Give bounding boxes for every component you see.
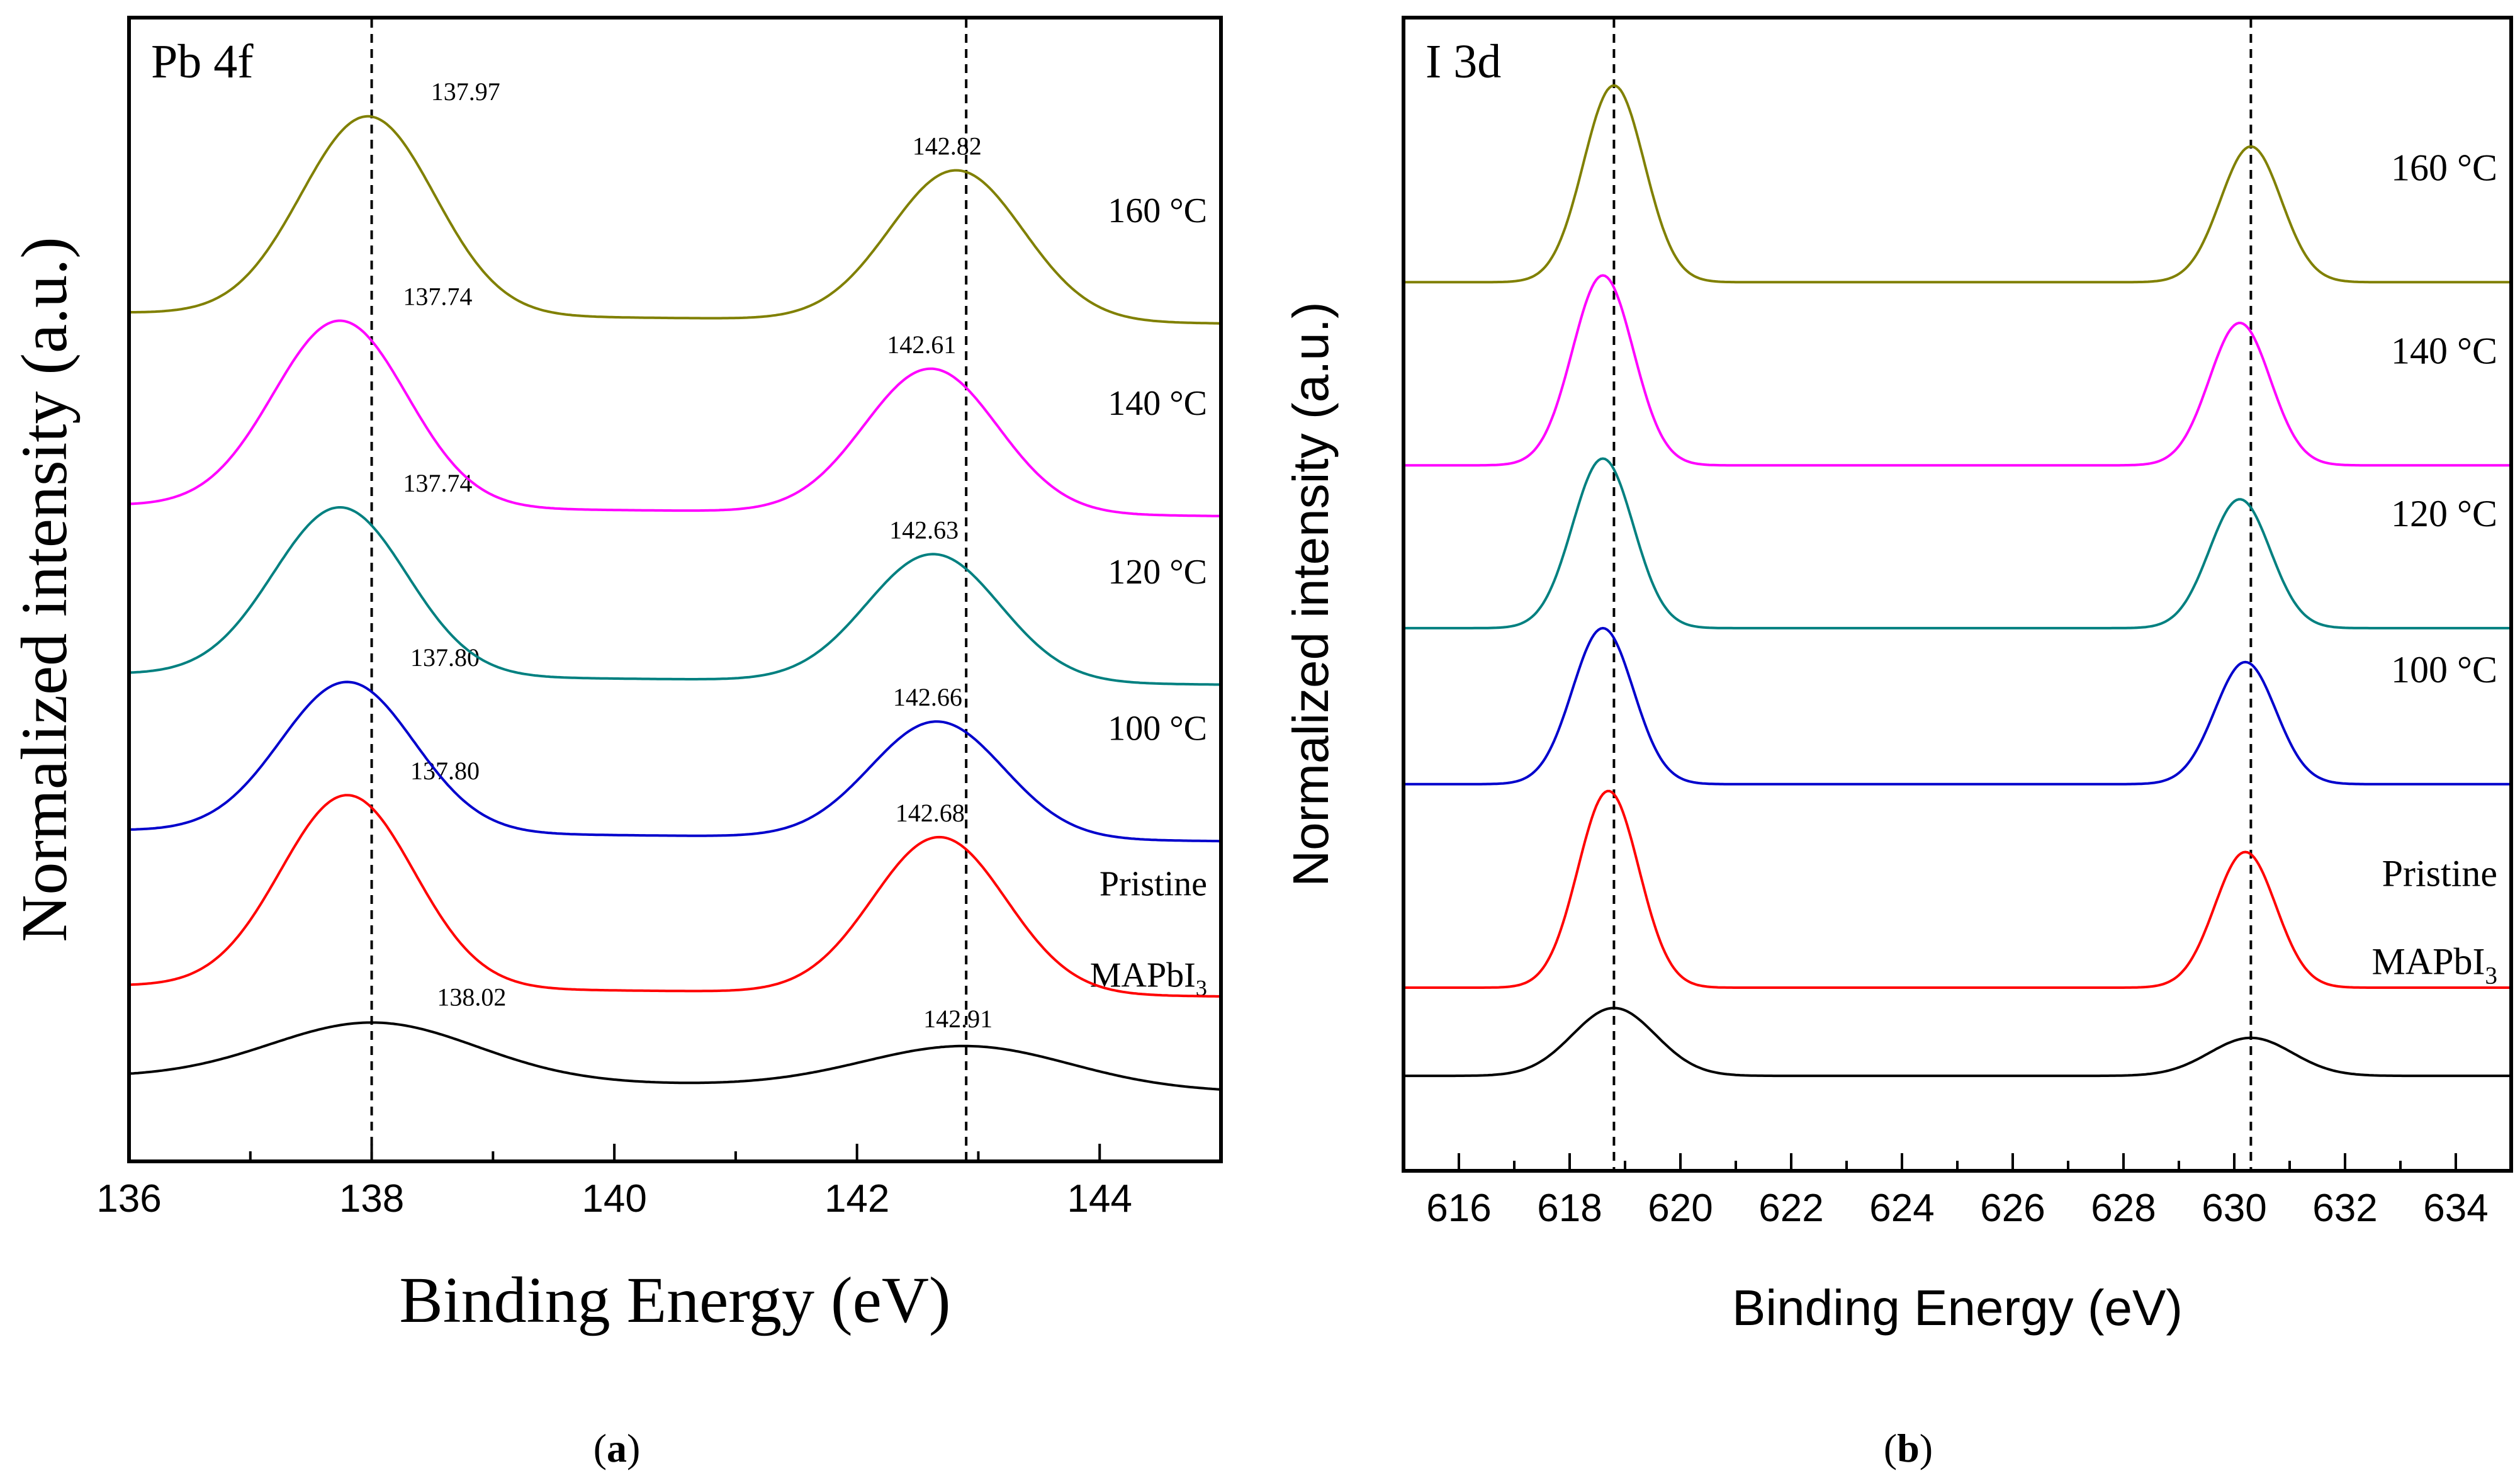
series-line-120-c bbox=[1403, 457, 2511, 629]
series-label: 120 °C bbox=[1108, 553, 1207, 592]
series-label: Pristine bbox=[2382, 852, 2497, 894]
peak-label: 138.02 bbox=[437, 983, 506, 1011]
peak-label: 137.97 bbox=[431, 77, 500, 106]
x-tick-label: 144 bbox=[1067, 1177, 1132, 1221]
series-label-main: Pristine bbox=[1100, 864, 1207, 903]
caption-close-paren: ) bbox=[1920, 1426, 1933, 1470]
series-line-100-c bbox=[128, 680, 1221, 843]
chart-panel-a: MAPbI3138.02142.91Pristine137.80142.6810… bbox=[8, 16, 1223, 1470]
series-label: 100 °C bbox=[2391, 649, 2497, 691]
series-label-main: 140 °C bbox=[1108, 384, 1207, 423]
x-axis-label: Binding Energy (eV) bbox=[399, 1264, 950, 1336]
series-line-120-c bbox=[128, 506, 1222, 686]
series-label-main: 100 °C bbox=[2391, 649, 2497, 691]
series-line-160-c bbox=[1403, 84, 2511, 284]
series-line-mapbi3 bbox=[128, 1021, 1222, 1091]
series-label-subscript: 3 bbox=[1196, 976, 1207, 1001]
series-line-140-c bbox=[128, 319, 1221, 517]
series-label: Pristine bbox=[1100, 864, 1207, 903]
series-label: 100 °C bbox=[1108, 709, 1207, 748]
series-label: 120 °C bbox=[2391, 493, 2497, 534]
peak-label: 137.80 bbox=[410, 643, 480, 672]
series-label-main: 120 °C bbox=[2391, 493, 2497, 534]
panel-tag: Pb 4f bbox=[151, 35, 254, 88]
caption-letter: b bbox=[1897, 1426, 1920, 1470]
x-tick-label: 618 bbox=[1537, 1187, 1602, 1230]
peak-label: 142.68 bbox=[896, 799, 965, 827]
peak-label: 137.74 bbox=[403, 282, 472, 310]
x-tick-label: 140 bbox=[582, 1177, 646, 1221]
series-line-pristine bbox=[1403, 789, 2511, 989]
y-axis-label: Normalized intensity (a.u.) bbox=[8, 237, 81, 942]
plot-frame bbox=[127, 16, 1223, 1163]
x-tick-label: 142 bbox=[824, 1177, 889, 1221]
series-label: 160 °C bbox=[1108, 191, 1207, 230]
x-tick-label: 622 bbox=[1758, 1187, 1823, 1230]
peak-label: 142.66 bbox=[893, 683, 962, 711]
caption-open-paren: ( bbox=[1884, 1426, 1897, 1470]
series-label: 160 °C bbox=[2391, 147, 2497, 189]
series-label-main: 160 °C bbox=[1108, 191, 1207, 230]
caption-close-paren: ) bbox=[627, 1426, 640, 1470]
x-tick-label: 634 bbox=[2423, 1187, 2488, 1230]
series-line-140-c bbox=[1403, 274, 2511, 467]
series-label-main: 160 °C bbox=[2391, 147, 2497, 189]
series-label: 140 °C bbox=[2391, 330, 2497, 372]
x-tick-label: 616 bbox=[1426, 1187, 1491, 1230]
x-tick-label: 620 bbox=[1648, 1187, 1713, 1230]
series-label: MAPbI3 bbox=[2371, 940, 2497, 989]
x-tick-label: 630 bbox=[2202, 1187, 2266, 1230]
x-tick-label: 136 bbox=[96, 1177, 161, 1221]
plot-frame bbox=[1402, 16, 2513, 1173]
peak-label: 142.63 bbox=[889, 516, 959, 544]
x-tick-label: 626 bbox=[1980, 1187, 2045, 1230]
series-label-subscript: 3 bbox=[2485, 962, 2498, 989]
x-tick-label: 624 bbox=[1869, 1187, 1934, 1230]
peak-label: 142.82 bbox=[913, 132, 982, 160]
x-tick-label: 632 bbox=[2312, 1187, 2377, 1230]
series-label-main: 140 °C bbox=[2391, 330, 2497, 372]
series-line-160-c bbox=[128, 115, 1221, 325]
caption-open-paren: ( bbox=[593, 1426, 607, 1470]
panel-caption: (b) bbox=[1884, 1426, 1933, 1470]
x-axis-label: Binding Energy (eV) bbox=[1732, 1280, 2183, 1336]
series-label-main: Pristine bbox=[2382, 852, 2497, 894]
peak-label: 142.61 bbox=[887, 330, 956, 359]
series-label-main: 120 °C bbox=[1108, 553, 1207, 592]
panel-caption: (a) bbox=[593, 1426, 641, 1470]
x-tick-label: 138 bbox=[339, 1177, 404, 1221]
series-line-100-c bbox=[1403, 626, 2511, 786]
series-label-main: 100 °C bbox=[1108, 709, 1207, 748]
peak-label: 142.91 bbox=[923, 1005, 993, 1033]
panel-tag: I 3d bbox=[1426, 35, 1501, 88]
chart-panel-b: MAPbI3 Pristine 100 °C 120 °C 140 °C 160 °C 61… bbox=[1283, 16, 2513, 1470]
y-axis-label: Normalized intensity (a.u.) bbox=[1283, 302, 1339, 886]
series-line-pristine bbox=[128, 794, 1221, 998]
series-label: 140 °C bbox=[1108, 384, 1207, 423]
series-label-main: MAPbI bbox=[2371, 940, 2485, 982]
x-tick-label: 628 bbox=[2091, 1187, 2156, 1230]
series-line-mapbi3 bbox=[1403, 1007, 2511, 1078]
caption-letter: a bbox=[607, 1426, 627, 1470]
